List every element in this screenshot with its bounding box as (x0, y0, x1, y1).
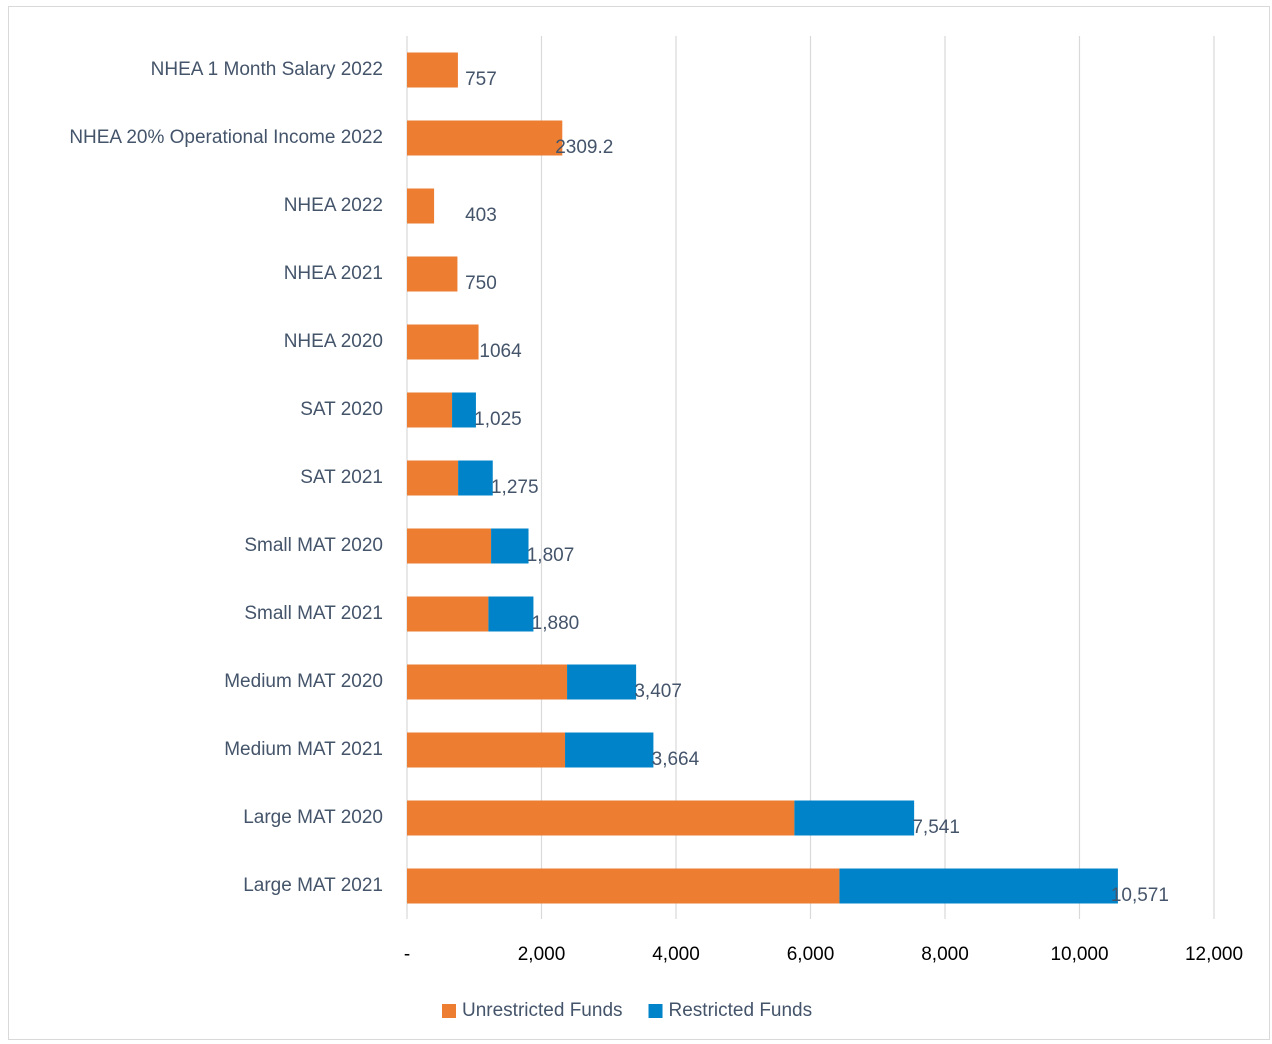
bar-unrestricted-funds (407, 800, 795, 836)
data-label: 403 (465, 205, 497, 226)
legend-label: Unrestricted Funds (462, 1000, 623, 1021)
bar-unrestricted-funds (407, 528, 492, 564)
data-label: 757 (465, 69, 497, 90)
category-label: NHEA 2020 (284, 331, 383, 352)
data-label: 1,275 (491, 477, 539, 498)
bar-restricted-funds (567, 664, 637, 700)
x-tick-label: - (404, 944, 410, 965)
category-label: SAT 2020 (300, 399, 383, 420)
category-label: Medium MAT 2021 (224, 739, 383, 760)
data-label: 1,880 (532, 613, 580, 634)
bar-unrestricted-funds (407, 664, 568, 700)
chart-area (8, 6, 1270, 1040)
category-label: NHEA 1 Month Salary 2022 (151, 59, 383, 80)
bar-restricted-funds (452, 392, 476, 428)
category-label: Large MAT 2021 (243, 875, 383, 896)
bar-unrestricted-funds (407, 188, 435, 224)
category-label: NHEA 20% Operational Income 2022 (69, 127, 383, 148)
bar-unrestricted-funds (407, 596, 489, 632)
bar-unrestricted-funds (407, 868, 840, 904)
x-tick-label: 2,000 (518, 944, 566, 965)
data-label: 750 (465, 273, 497, 294)
category-label: NHEA 2021 (284, 263, 383, 284)
category-label: Medium MAT 2020 (224, 671, 383, 692)
category-label: NHEA 2022 (284, 195, 383, 216)
data-label: 10,571 (1111, 885, 1169, 906)
bar-unrestricted-funds (407, 732, 566, 768)
legend-swatch-unrestricted-funds (442, 1004, 456, 1018)
category-label: Small MAT 2020 (244, 535, 383, 556)
bar-unrestricted-funds (407, 392, 453, 428)
data-label: 1,807 (527, 545, 575, 566)
data-label: 3,664 (652, 749, 700, 770)
bar-restricted-funds (488, 596, 534, 632)
bar-unrestricted-funds (407, 120, 563, 156)
bar-restricted-funds (458, 460, 493, 496)
legend-label: Restricted Funds (669, 1000, 813, 1021)
bar-restricted-funds (491, 528, 529, 564)
x-tick-label: 4,000 (652, 944, 700, 965)
bar-unrestricted-funds (407, 460, 459, 496)
bar-unrestricted-funds (407, 324, 479, 360)
category-label: SAT 2021 (300, 467, 383, 488)
data-label: 2309.2 (555, 137, 613, 158)
category-label: Large MAT 2020 (243, 807, 383, 828)
data-label: 3,407 (634, 681, 682, 702)
bar-unrestricted-funds (407, 256, 458, 292)
legend-swatch-restricted-funds (648, 1004, 663, 1018)
bar-restricted-funds (839, 868, 1118, 904)
data-label: 1,025 (474, 409, 522, 430)
bar-unrestricted-funds (407, 52, 458, 88)
x-tick-label: 10,000 (1050, 944, 1108, 965)
x-tick-label: 8,000 (921, 944, 969, 965)
x-tick-label: 6,000 (787, 944, 835, 965)
bar-restricted-funds (794, 800, 915, 836)
x-tick-label: 12,000 (1185, 944, 1243, 965)
data-label: 7,541 (912, 817, 960, 838)
data-label: 1064 (479, 341, 522, 362)
category-label: Small MAT 2021 (244, 603, 383, 624)
bar-restricted-funds (565, 732, 654, 768)
